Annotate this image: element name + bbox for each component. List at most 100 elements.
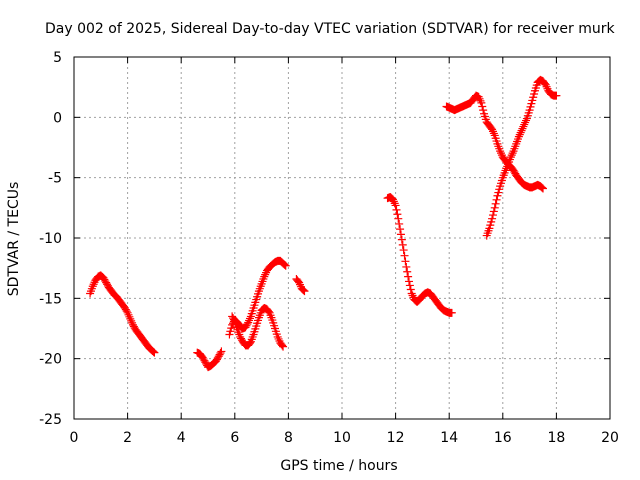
data-point [541, 80, 550, 89]
data-point [503, 162, 512, 171]
data-point [388, 195, 397, 204]
y-tick-label: -15 [39, 291, 62, 307]
data-point [389, 197, 398, 206]
x-tick-label: 2 [123, 430, 132, 446]
data-point [394, 214, 403, 223]
data-point [502, 164, 511, 173]
data-point [128, 318, 137, 327]
y-tick-label: -25 [39, 412, 62, 428]
data-point [404, 272, 413, 281]
x-tick-label: 0 [70, 430, 79, 446]
data-point [300, 287, 309, 296]
series-1 [86, 271, 159, 357]
x-tick-label: 4 [177, 430, 186, 446]
data-point [126, 314, 135, 323]
data-point [501, 166, 510, 175]
data-point [123, 308, 132, 317]
data-point [279, 342, 288, 351]
data-point [295, 278, 304, 287]
data-point [274, 334, 283, 343]
data-point [489, 207, 498, 216]
data-point [89, 280, 98, 289]
data-point [124, 310, 133, 319]
x-tick-label: 6 [230, 430, 239, 446]
data-point [127, 316, 136, 325]
x-tick-labels: 0 2 4 6 8 10 12 14 16 18 20 [70, 430, 619, 446]
data-point [491, 199, 500, 208]
data-point [406, 285, 415, 294]
data-point [552, 91, 561, 100]
x-tick-label: 12 [387, 430, 405, 446]
data-point [521, 118, 530, 127]
y-tick-label: -10 [39, 231, 62, 247]
data-point [476, 96, 485, 105]
data-point [514, 132, 523, 141]
data-point [488, 214, 497, 223]
data-point [539, 184, 547, 193]
data-point [279, 260, 288, 269]
y-tick-label: 5 [53, 50, 62, 66]
data-point [405, 277, 413, 286]
data-point [492, 195, 501, 204]
y-tick-labels: 5 0 -5 -10 -15 -20 -25 [39, 50, 62, 428]
data-point [88, 282, 97, 291]
data-point [474, 92, 483, 101]
data-point [516, 128, 525, 137]
data-point [401, 257, 410, 266]
data-series [86, 75, 561, 372]
data-point [243, 320, 252, 329]
series-3 [225, 256, 290, 339]
y-tick-label: -5 [48, 171, 62, 187]
data-point [150, 348, 159, 357]
data-point [122, 307, 131, 316]
data-point [478, 102, 487, 111]
data-point [515, 130, 524, 139]
x-tick-label: 14 [440, 430, 458, 446]
data-point [245, 314, 254, 323]
data-point [296, 280, 305, 289]
data-point [488, 211, 497, 220]
x-tick-label: 8 [284, 430, 293, 446]
x-tick-label: 10 [333, 430, 351, 446]
data-point [402, 262, 411, 271]
data-point [125, 312, 134, 321]
data-point [148, 347, 157, 356]
data-point [538, 183, 547, 192]
data-point [488, 127, 497, 136]
data-point [397, 235, 406, 244]
plot-frame [73, 56, 611, 420]
y-tick-label: -20 [39, 352, 62, 368]
data-point [408, 291, 417, 300]
data-point [281, 261, 290, 270]
data-point [278, 341, 287, 350]
data-point [519, 122, 528, 131]
data-point [489, 129, 498, 138]
data-point [400, 251, 409, 260]
series-2 [193, 347, 226, 372]
data-point [405, 281, 414, 290]
data-point [520, 120, 529, 129]
data-point [407, 289, 416, 298]
series-4 [228, 303, 288, 351]
data-point [522, 116, 531, 125]
data-point [299, 286, 308, 295]
data-point [507, 151, 516, 160]
data-point [149, 347, 158, 356]
x-tick-label: 16 [494, 430, 512, 446]
data-point [488, 125, 497, 134]
data-point [537, 182, 546, 191]
x-axis-label: GPS time / hours [280, 458, 397, 474]
series-5 [292, 275, 309, 296]
y-tick-label: 0 [53, 110, 62, 126]
data-point [261, 270, 270, 279]
data-point [506, 153, 515, 162]
data-point [245, 338, 254, 347]
data-point [517, 126, 526, 135]
data-point [396, 230, 405, 239]
data-point [391, 201, 400, 210]
data-point [298, 285, 307, 294]
data-point [244, 318, 253, 327]
data-point [245, 316, 254, 325]
data-point [280, 260, 289, 269]
